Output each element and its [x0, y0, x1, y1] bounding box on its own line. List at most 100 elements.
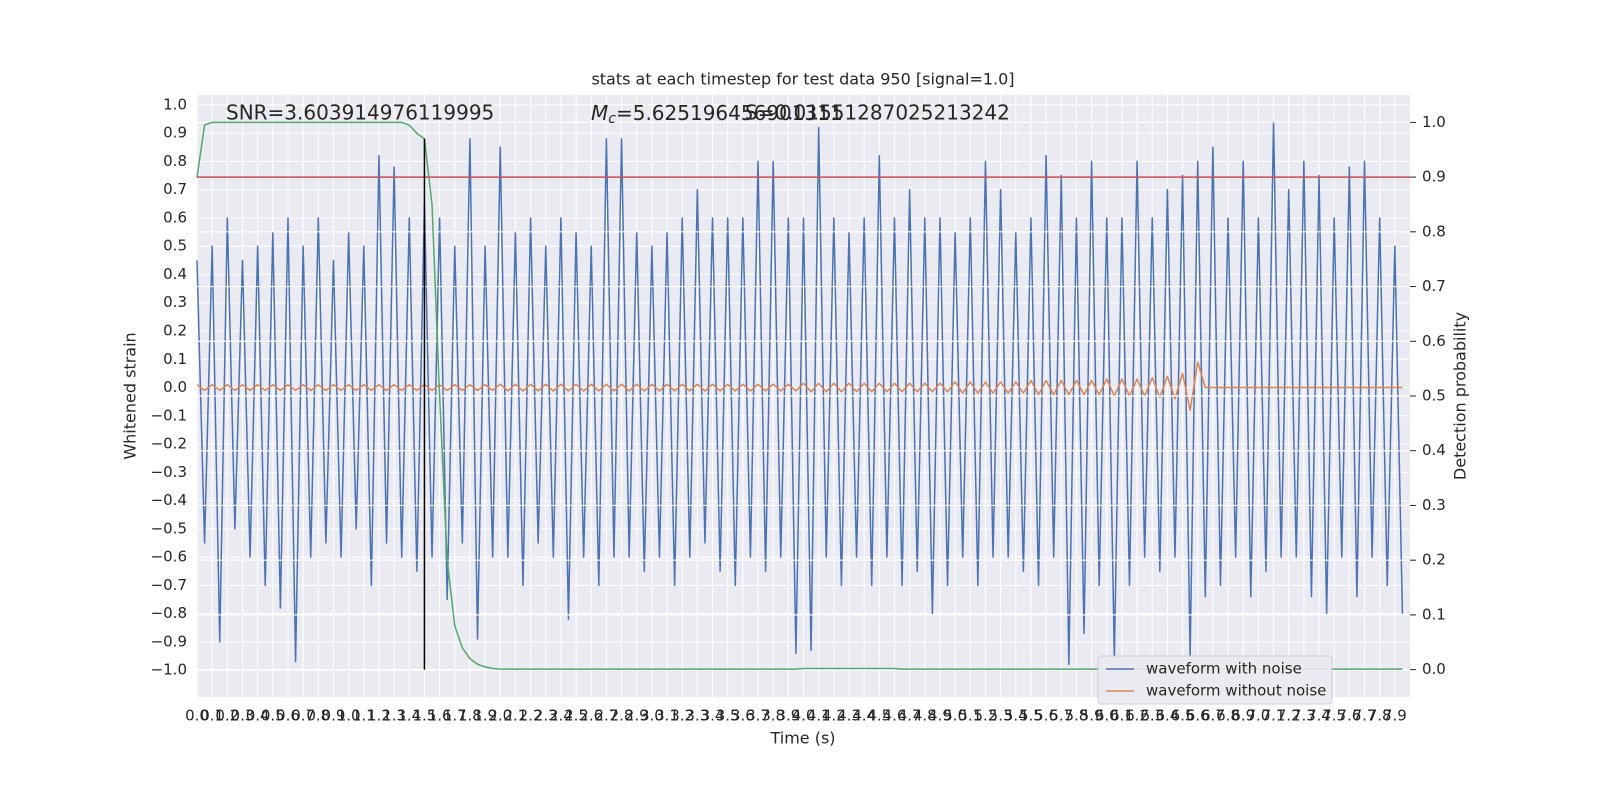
- x-tick-label: 1.5: [413, 707, 437, 725]
- x-tick-label: 6.4: [1155, 707, 1179, 725]
- x-tick-label: 1.2: [367, 707, 391, 725]
- x-tick-label: 3.4: [701, 707, 725, 725]
- x-tick-label: 1.9: [473, 707, 497, 725]
- annotation-part: c: [608, 111, 616, 127]
- y2-tick-label: 0.6: [1422, 332, 1446, 350]
- annotation: Mc=5.625196456901311: [591, 101, 843, 128]
- y-tick-label: −0.2: [151, 435, 187, 453]
- y2-tick-label: 0.1: [1422, 605, 1446, 623]
- x-tick-label: 5.3: [989, 707, 1013, 725]
- x-tick-label: 7.4: [1307, 707, 1331, 725]
- y2-tick-label: 0.4: [1422, 441, 1446, 459]
- y2-tick-label: 0.0: [1422, 660, 1446, 678]
- x-tick-label: 6.2: [1125, 707, 1149, 725]
- x-tick-label: 2.6: [579, 707, 603, 725]
- x-tick-label: 0.6: [276, 707, 300, 725]
- x-tick-label: 7.6: [1337, 707, 1361, 725]
- x-tick-label: 6.8: [1216, 707, 1240, 725]
- x-axis-label: Time (s): [769, 729, 835, 748]
- x-tick-label: 3.2: [670, 707, 694, 725]
- y-tick-label: 0.3: [163, 293, 187, 311]
- x-tick-label: 0.7: [291, 707, 315, 725]
- y-tick-label: 0.6: [163, 208, 187, 226]
- x-tick-label: 3.9: [776, 707, 800, 725]
- y-tick-label: 0.9: [163, 124, 187, 142]
- x-tick-label: 0.5: [261, 707, 285, 725]
- y2-tick-label: 1.0: [1422, 113, 1446, 131]
- x-tick-label: 0.1: [200, 707, 224, 725]
- x-tick-label: 3.1: [655, 707, 679, 725]
- x-tick-label: 3.8: [761, 707, 785, 725]
- x-tick-label: 7.0: [1246, 707, 1270, 725]
- chart-title: stats at each timestep for test data 950…: [591, 70, 1014, 89]
- y-tick-label: −0.4: [151, 491, 187, 509]
- y-tick-label: −0.3: [151, 463, 187, 481]
- y-tick-label: −0.6: [151, 548, 187, 566]
- x-tick-label: 5.5: [1019, 707, 1043, 725]
- x-tick-label: 6.0: [1095, 707, 1119, 725]
- x-tick-label: 4.1: [807, 707, 831, 725]
- x-tick-label: 3.3: [685, 707, 709, 725]
- x-tick-label: 1.4: [397, 707, 421, 725]
- x-tick-label: 1.7: [443, 707, 467, 725]
- y-tick-label: 0.0: [163, 378, 187, 396]
- y2-tick-label: 0.2: [1422, 551, 1446, 569]
- x-tick-label: 0.2: [215, 707, 239, 725]
- x-tick-label: 4.0: [792, 707, 816, 725]
- y-tick-label: −1.0: [151, 661, 187, 679]
- x-tick-label: 7.9: [1383, 707, 1407, 725]
- x-tick-label: 7.3: [1292, 707, 1316, 725]
- annotation: SNR=3.603914976119995: [226, 101, 494, 125]
- x-tick-label: 1.6: [428, 707, 452, 725]
- x-tick-label: 5.9: [1080, 707, 1104, 725]
- x-tick-label: 2.2: [519, 707, 543, 725]
- x-tick-label: 2.4: [549, 707, 573, 725]
- x-tick-label: 1.0: [337, 707, 361, 725]
- x-tick-label: 2.3: [534, 707, 558, 725]
- x-tick-label: 7.8: [1368, 707, 1392, 725]
- y-tick-label: −0.1: [151, 406, 187, 424]
- legend-label: waveform without noise: [1146, 682, 1326, 700]
- y-tick-label: 0.1: [163, 350, 187, 368]
- x-tick-label: 7.5: [1322, 707, 1346, 725]
- x-tick-label: 3.7: [746, 707, 770, 725]
- x-tick-label: 3.5: [716, 707, 740, 725]
- x-tick-label: 4.4: [852, 707, 876, 725]
- x-tick-label: 0.9: [322, 707, 346, 725]
- x-tick-label: 6.6: [1186, 707, 1210, 725]
- x-tick-label: 2.9: [625, 707, 649, 725]
- x-tick-label: 0.0: [185, 707, 209, 725]
- x-tick-label: 0.8: [306, 707, 330, 725]
- x-tick-label: 6.9: [1231, 707, 1255, 725]
- x-tick-label: 6.7: [1201, 707, 1225, 725]
- x-tick-label: 2.7: [594, 707, 618, 725]
- y-tick-label: −0.8: [151, 604, 187, 622]
- x-tick-label: 5.7: [1049, 707, 1073, 725]
- annotation: S=0.01551287025213242: [745, 101, 1010, 125]
- x-tick-label: 4.9: [928, 707, 952, 725]
- x-tick-label: 3.6: [731, 707, 755, 725]
- y2-tick-label: 0.9: [1422, 168, 1446, 186]
- x-tick-label: 2.0: [488, 707, 512, 725]
- x-tick-label: 6.1: [1110, 707, 1134, 725]
- annotation-part: =5.625196456901311: [616, 101, 843, 125]
- x-tick-label: 5.2: [974, 707, 998, 725]
- x-tick-label: 5.0: [943, 707, 967, 725]
- x-tick-label: 5.1: [958, 707, 982, 725]
- x-tick-label: 5.6: [1034, 707, 1058, 725]
- x-tick-label: 0.3: [231, 707, 255, 725]
- x-tick-label: 2.1: [503, 707, 527, 725]
- y2-tick-label: 0.5: [1422, 387, 1446, 405]
- x-tick-label: 4.2: [822, 707, 846, 725]
- x-tick-label: 7.1: [1262, 707, 1286, 725]
- x-tick-label: 4.3: [837, 707, 861, 725]
- y2-tick-label: 0.3: [1422, 496, 1446, 514]
- x-tick-label: 4.6: [883, 707, 907, 725]
- y-tick-label: 0.2: [163, 321, 187, 339]
- x-tick-label: 2.8: [610, 707, 634, 725]
- x-tick-label: 5.8: [1064, 707, 1088, 725]
- x-tick-label: 6.3: [1140, 707, 1164, 725]
- x-tick-label: 1.1: [352, 707, 376, 725]
- x-tick-label: 5.4: [1004, 707, 1028, 725]
